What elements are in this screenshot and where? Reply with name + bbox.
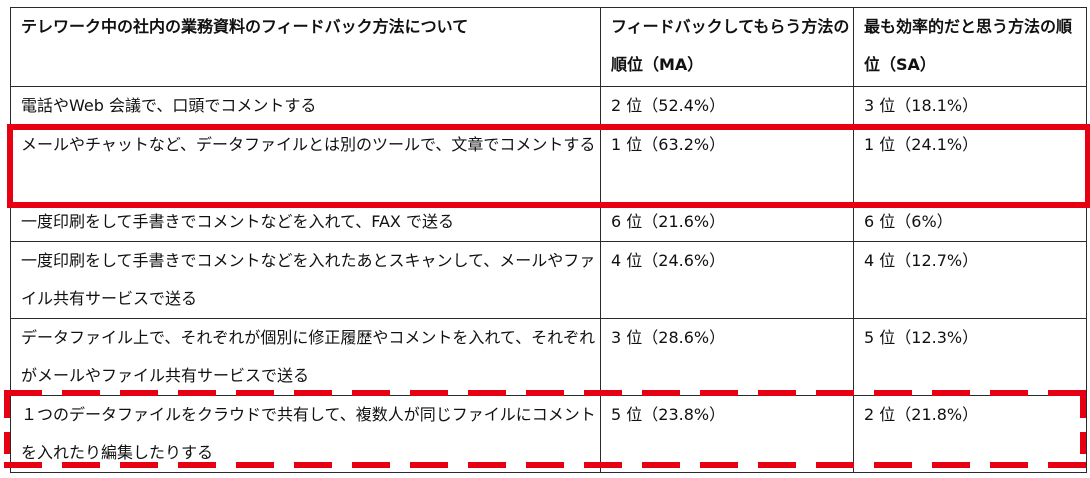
- table-row: 電話やWeb 会議で、口頭でコメントする 2 位（52.4%） 3 位（18.1…: [10, 86, 1087, 126]
- sa-rank-cell: 4 位（12.7%）: [853, 241, 1087, 319]
- table-header-row: テレワーク中の社内の業務資料のフィードバック方法について フィードバックしてもら…: [10, 7, 1087, 87]
- method-cell: データファイル上で、それぞれが個別に修正履歴やコメントを入れて、それぞれがメール…: [10, 318, 601, 396]
- header-ma-rank: フィードバックしてもらう方法の順位（MA）: [600, 7, 854, 87]
- ma-rank-cell: 6 位（21.6%）: [600, 202, 854, 242]
- ma-rank-cell: 2 位（52.4%）: [600, 86, 854, 126]
- sa-rank-cell: 6 位（6%）: [853, 202, 1087, 242]
- table-row: メールやチャットなど、データファイルとは別のツールで、文章でコメントする 1 位…: [10, 125, 1087, 203]
- method-cell: 電話やWeb 会議で、口頭でコメントする: [10, 86, 601, 126]
- sa-rank-cell: 5 位（12.3%）: [853, 318, 1087, 396]
- header-sa-rank: 最も効率的だと思う方法の順位（SA）: [853, 7, 1087, 87]
- header-method: テレワーク中の社内の業務資料のフィードバック方法について: [10, 7, 601, 87]
- sa-rank-cell: 3 位（18.1%）: [853, 86, 1087, 126]
- ma-rank-cell: 5 位（23.8%）: [600, 395, 854, 473]
- ma-rank-cell: 4 位（24.6%）: [600, 241, 854, 319]
- ma-rank-cell: 3 位（28.6%）: [600, 318, 854, 396]
- method-cell: メールやチャットなど、データファイルとは別のツールで、文章でコメントする: [10, 125, 601, 203]
- sa-rank-cell: 2 位（21.8%）: [853, 395, 1087, 473]
- table-row: 一度印刷をして手書きでコメントなどを入れて、FAX で送る 6 位（21.6%）…: [10, 202, 1087, 242]
- ma-rank-cell: 1 位（63.2%）: [600, 125, 854, 203]
- table-row: 一度印刷をして手書きでコメントなどを入れたあとスキャンして、メールやファイル共有…: [10, 241, 1087, 319]
- table-row: １つのデータファイルをクラウドで共有して、複数人が同じファイルにコメントを入れた…: [10, 395, 1087, 473]
- method-cell: 一度印刷をして手書きでコメントなどを入れて、FAX で送る: [10, 202, 601, 242]
- feedback-method-table: テレワーク中の社内の業務資料のフィードバック方法について フィードバックしてもら…: [10, 7, 1087, 473]
- table-row: データファイル上で、それぞれが個別に修正履歴やコメントを入れて、それぞれがメール…: [10, 318, 1087, 396]
- method-cell: 一度印刷をして手書きでコメントなどを入れたあとスキャンして、メールやファイル共有…: [10, 241, 601, 319]
- sa-rank-cell: 1 位（24.1%）: [853, 125, 1087, 203]
- method-cell: １つのデータファイルをクラウドで共有して、複数人が同じファイルにコメントを入れた…: [10, 395, 601, 473]
